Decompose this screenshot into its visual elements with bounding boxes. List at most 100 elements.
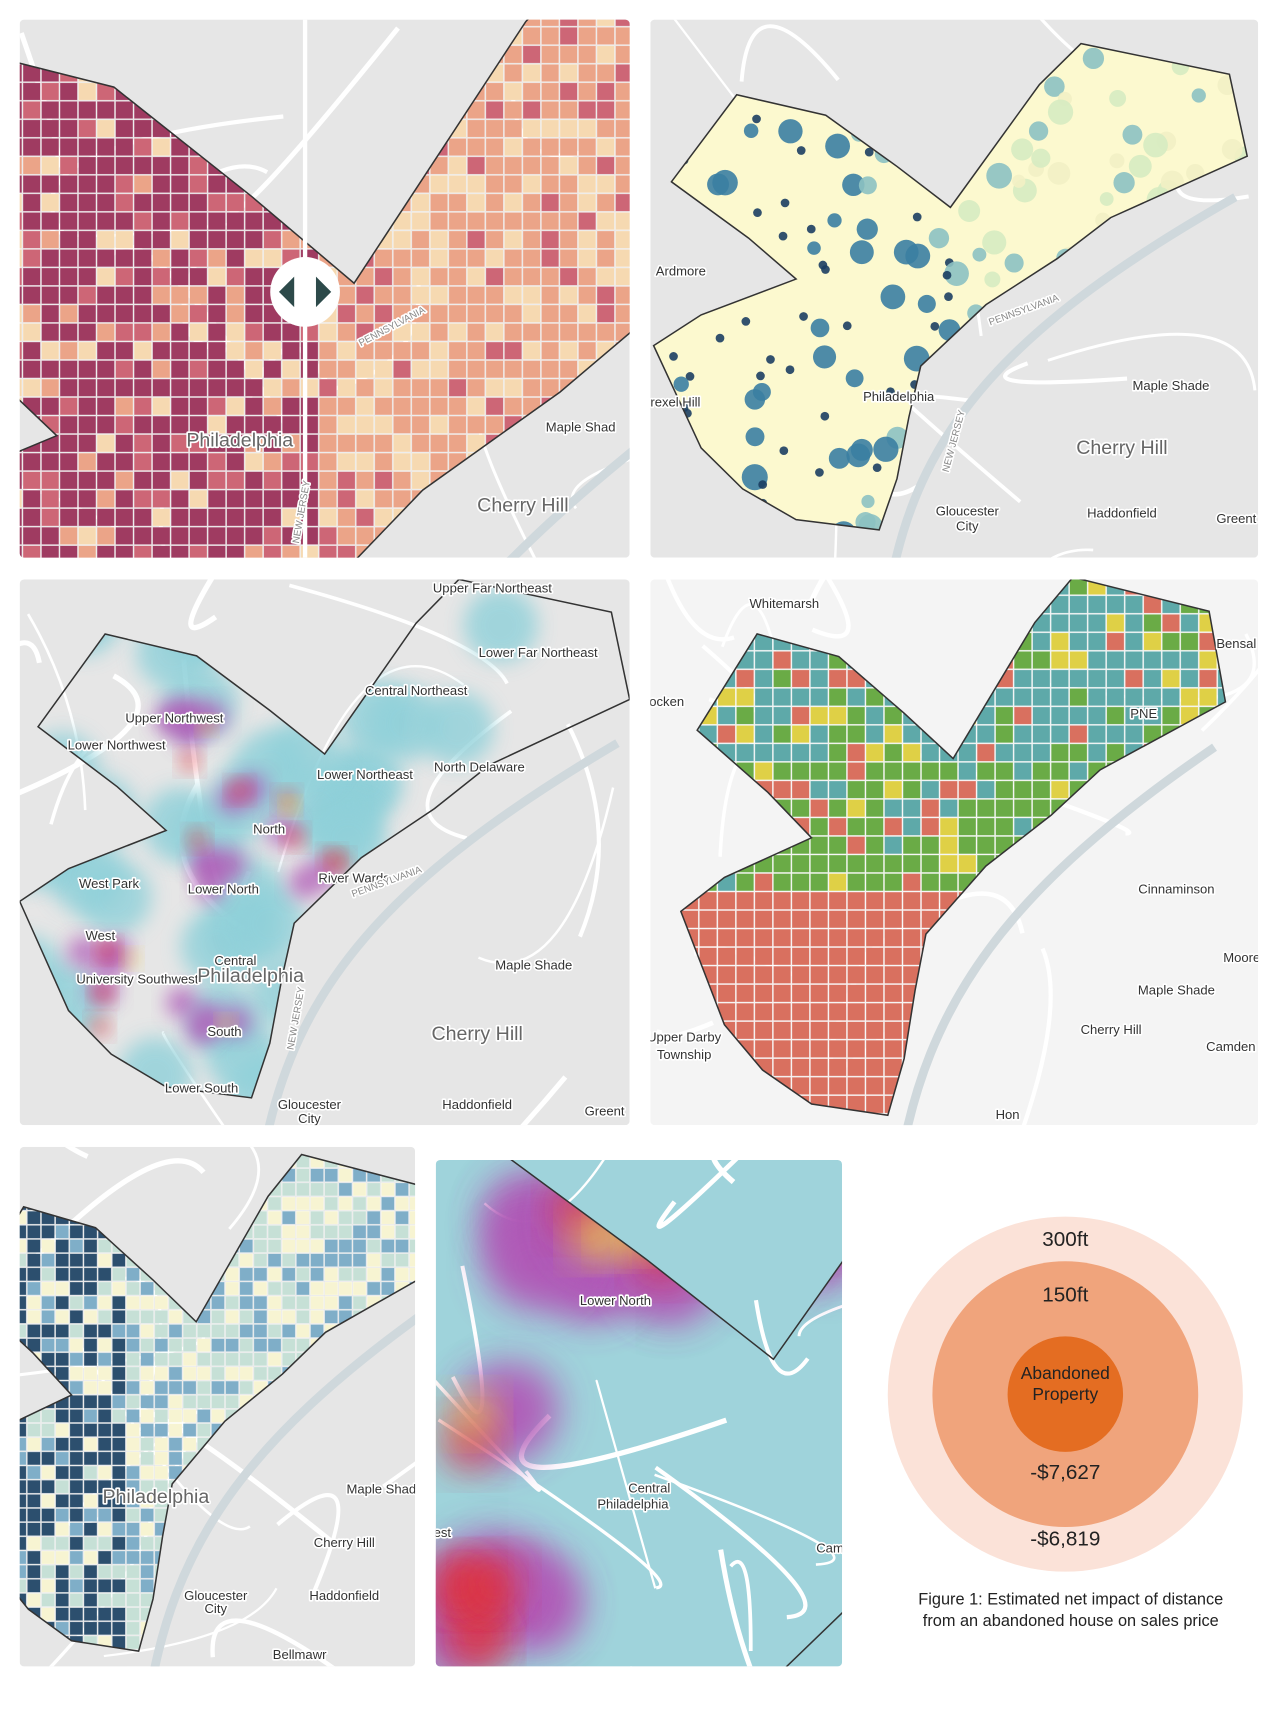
tract xyxy=(392,471,412,490)
tract xyxy=(902,780,921,799)
tract xyxy=(41,1437,55,1452)
tract xyxy=(310,1253,324,1268)
tract xyxy=(207,212,226,231)
tract xyxy=(111,1465,126,1480)
slider-handle[interactable] xyxy=(270,257,340,327)
tract xyxy=(865,965,884,984)
tract xyxy=(83,1550,98,1565)
tract xyxy=(380,1253,395,1268)
tract xyxy=(207,230,226,249)
dot xyxy=(1109,89,1127,107)
tract xyxy=(78,249,97,268)
tract xyxy=(69,1621,84,1636)
dot xyxy=(864,147,874,157)
tract xyxy=(170,156,189,175)
dot xyxy=(1044,76,1065,97)
tract xyxy=(152,545,171,558)
tract xyxy=(1032,632,1051,651)
map-label: Central Northeast xyxy=(365,683,468,698)
map-label: Cherry Hill xyxy=(314,1535,375,1550)
tract xyxy=(541,267,560,286)
tract xyxy=(55,1338,70,1352)
tract xyxy=(392,304,412,323)
tract xyxy=(152,286,171,305)
heat-blob xyxy=(230,781,249,799)
tract xyxy=(41,526,60,545)
road xyxy=(718,1549,771,1667)
tract xyxy=(78,323,97,342)
map-label: South xyxy=(603,1666,637,1681)
tract xyxy=(559,26,578,45)
tract xyxy=(152,341,171,360)
tract xyxy=(615,137,630,157)
tract xyxy=(83,1309,98,1324)
tract xyxy=(810,836,829,855)
tract xyxy=(170,175,189,194)
tract xyxy=(1124,613,1143,633)
tract xyxy=(828,799,847,818)
tract xyxy=(281,323,300,342)
tract xyxy=(1032,650,1051,670)
tract xyxy=(263,230,282,249)
dot xyxy=(756,371,765,381)
tract xyxy=(97,1522,112,1537)
tract xyxy=(1069,762,1088,781)
tract xyxy=(78,267,97,286)
tract xyxy=(253,1267,268,1282)
tract xyxy=(83,1352,98,1367)
tract xyxy=(1013,780,1032,799)
map-label: Central xyxy=(214,953,256,968)
tract xyxy=(69,1239,84,1253)
tract xyxy=(69,1423,84,1437)
tract xyxy=(41,82,60,101)
heat-blob xyxy=(124,951,139,966)
tract xyxy=(615,267,630,286)
tract xyxy=(83,1295,98,1310)
tract xyxy=(847,1076,866,1095)
tract xyxy=(1106,650,1125,670)
tract xyxy=(152,508,171,527)
tract xyxy=(78,119,97,138)
tract xyxy=(1217,688,1226,707)
tract xyxy=(541,360,560,379)
tract xyxy=(27,1253,41,1268)
tract xyxy=(133,119,152,138)
tract xyxy=(69,1224,84,1239)
tract xyxy=(615,212,630,231)
tract xyxy=(1198,650,1218,670)
tract xyxy=(791,1021,810,1040)
tract xyxy=(596,137,615,157)
tract xyxy=(111,1309,126,1324)
tract xyxy=(19,1536,27,1551)
tract xyxy=(810,891,829,910)
tract xyxy=(27,1281,41,1296)
tract xyxy=(41,1324,55,1338)
tract xyxy=(810,725,829,744)
tract xyxy=(366,1281,381,1296)
tract xyxy=(59,471,78,490)
tract xyxy=(810,1002,829,1021)
tract xyxy=(154,1338,169,1352)
tract xyxy=(196,1324,211,1338)
tract xyxy=(1087,706,1106,725)
tract xyxy=(96,341,115,360)
tract xyxy=(41,1352,55,1367)
tract xyxy=(1050,743,1069,762)
tract xyxy=(226,434,245,453)
tract xyxy=(409,1224,416,1239)
tract xyxy=(485,304,504,323)
tract xyxy=(253,1366,268,1381)
tract xyxy=(504,230,523,249)
tract xyxy=(96,304,115,323)
tract xyxy=(19,1479,27,1494)
tract xyxy=(810,650,829,670)
tract xyxy=(699,910,718,929)
ring-label: 300ft xyxy=(1042,1228,1088,1251)
tract xyxy=(96,471,115,490)
tract xyxy=(1013,650,1032,670)
tract xyxy=(736,910,755,929)
tract xyxy=(504,249,523,268)
tract xyxy=(83,1607,98,1622)
tract xyxy=(170,249,189,268)
